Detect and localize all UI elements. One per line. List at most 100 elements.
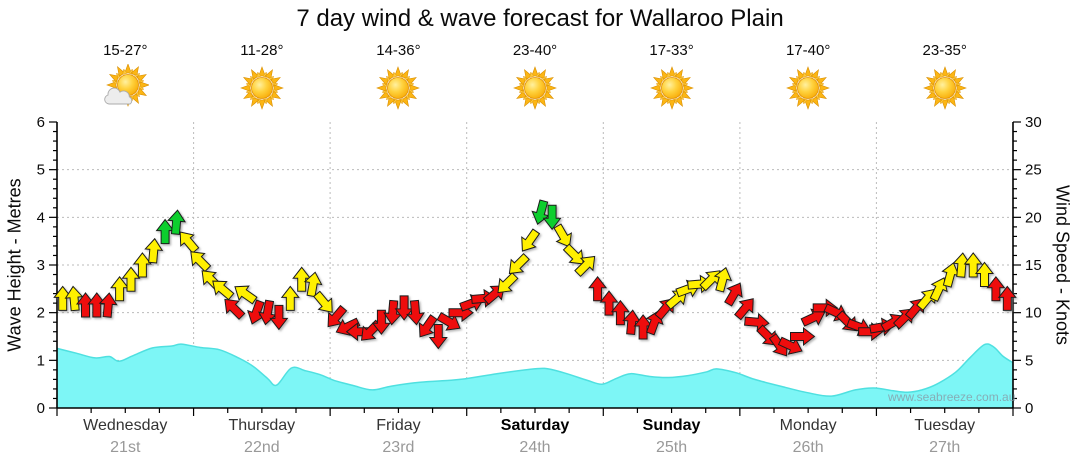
wind-arrow: [633, 314, 653, 340]
wind-arrow: [562, 243, 584, 265]
wind-arrow: [941, 262, 960, 288]
wind-arrow: [497, 272, 519, 294]
wind-arrow: [508, 252, 530, 275]
wind-arrow: [997, 285, 1017, 311]
day-temp: 23-40°: [512, 42, 558, 59]
wind-arrows: [53, 199, 1017, 357]
wind-arrow: [588, 275, 608, 302]
wind-arrow: [574, 255, 596, 278]
left-tick-label: 1: [37, 352, 45, 369]
wind-arrow: [224, 298, 246, 320]
wind-arrow: [952, 252, 972, 278]
left-tick-label: 4: [37, 209, 45, 226]
wind-arrow: [292, 266, 312, 292]
wind-arrow: [179, 231, 200, 254]
wind-arrow: [553, 223, 572, 248]
tick-marks: [49, 121, 1021, 416]
gridlines: [57, 122, 1013, 408]
day-temp: 17-33°: [649, 42, 694, 59]
wind-arrow: [144, 237, 164, 264]
wind-arrow: [986, 275, 1006, 302]
day-date: 26th: [792, 439, 824, 456]
right-tick-label: 25: [1025, 162, 1042, 179]
sun-icon: [786, 66, 831, 110]
tick-labels: 0 1 2 3 4 5 6 0 5 10 15 20 25 30: [37, 114, 1042, 417]
day-temp: 15-27°: [103, 42, 148, 59]
wind-arrow: [521, 228, 541, 252]
day-name: Sunday: [642, 417, 701, 434]
day-name: Saturday: [500, 417, 570, 434]
day-name: Wednesday: [83, 417, 168, 434]
wind-arrow: [132, 252, 152, 278]
wind-arrow: [800, 308, 826, 327]
day-temp: 23-35°: [922, 42, 967, 59]
wind-arrow: [724, 282, 743, 307]
sun-icon: [513, 66, 557, 110]
wind-arrow: [87, 292, 107, 318]
wind-arrow: [610, 299, 630, 326]
wind-arrow: [110, 275, 130, 302]
wind-arrow: [963, 252, 983, 278]
wind-arrow: [269, 304, 289, 331]
wind-arrow: [599, 290, 619, 316]
day-name: Tuesday: [914, 417, 976, 434]
wind-arrow: [280, 285, 300, 311]
right-tick-label: 20: [1025, 209, 1042, 226]
chart-title: 7 day wind & wave forecast for Wallaroo …: [296, 5, 784, 32]
wind-arrow: [98, 292, 118, 318]
right-tick-label: 15: [1025, 257, 1042, 274]
wind-arrow: [64, 285, 84, 312]
wind-arrow: [53, 285, 73, 311]
wind-arrow: [974, 261, 995, 287]
wind-arrow: [371, 309, 391, 336]
wave-area-outline: [56, 343, 1014, 397]
day-name: Friday: [376, 417, 421, 434]
wind-arrow: [155, 218, 175, 245]
wind-arrow: [75, 292, 96, 318]
wind-arrow: [418, 314, 438, 338]
day-date: 24th: [519, 439, 551, 456]
right-tick-label: 30: [1025, 114, 1042, 131]
wind-arrow: [190, 251, 212, 273]
day-temp: 17-40°: [785, 42, 831, 59]
day-name: Monday: [779, 417, 837, 434]
left-tick-label: 3: [37, 257, 45, 274]
day-temp: 14-36°: [376, 42, 421, 59]
right-tick-label: 0: [1025, 400, 1033, 417]
wind-arrow: [212, 280, 235, 301]
sun-icon: [649, 66, 694, 110]
day-date: 23rd: [382, 439, 415, 456]
day-date: 21st: [110, 439, 141, 456]
sun-icon: [239, 66, 284, 110]
wind-arrow: [121, 266, 141, 292]
wind-arrow: [428, 324, 448, 350]
right-tick-label: 5: [1025, 352, 1033, 369]
wind-arrow: [167, 209, 187, 235]
day-name: Thursday: [228, 417, 296, 434]
day-date: 22nd: [244, 439, 280, 456]
sun-cloud-icon: [104, 64, 150, 107]
wind-arrow: [542, 204, 562, 231]
day-temp: 11-28°: [240, 42, 284, 59]
watermark: www.seabreeze.com.au: [888, 390, 1016, 404]
right-tick-label: 10: [1025, 305, 1042, 322]
wind-arrow: [234, 285, 258, 305]
left-tick-label: 5: [37, 162, 45, 179]
wind-arrow: [406, 299, 426, 326]
day-date: 25th: [655, 439, 688, 456]
wind-arrow: [313, 290, 333, 313]
wind-arrow: [734, 298, 754, 321]
sun-icon: [922, 66, 967, 110]
left-tick-label: 0: [37, 400, 45, 417]
wind-arrow: [327, 304, 348, 328]
wind-arrow: [777, 336, 803, 355]
wave-area: [57, 343, 1013, 408]
wind-arrow: [790, 326, 816, 347]
wind-arrow: [383, 299, 403, 326]
sun-icon: [376, 66, 421, 110]
left-tick-label: 6: [37, 114, 45, 131]
left-tick-label: 2: [37, 305, 45, 322]
wind-arrow: [713, 266, 733, 293]
